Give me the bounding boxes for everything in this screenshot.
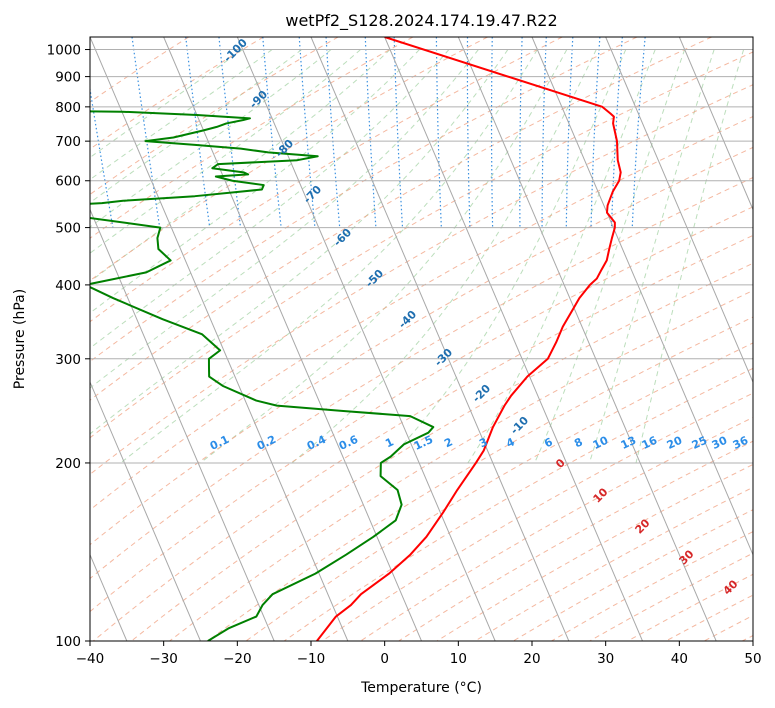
dry-adiabat-line bbox=[283, 367, 753, 641]
mixing-ratio-line bbox=[185, 37, 211, 228]
dry-adiabat-line bbox=[90, 206, 753, 613]
mixing-ratio-label: 36 bbox=[731, 434, 751, 452]
mixing-ratio-label: 13 bbox=[619, 434, 638, 452]
plot-frame bbox=[89, 36, 754, 642]
mixing-ratio-label: 25 bbox=[690, 434, 709, 452]
x-tick-label: −40 bbox=[76, 651, 105, 667]
dry-adiabat-line bbox=[90, 84, 753, 475]
isotherms bbox=[90, 37, 753, 641]
moist-adiabat-line bbox=[90, 49, 243, 159]
x-axis: −40 −30 −20 −10 0 10 20 30 40 50 bbox=[76, 641, 762, 667]
isotherm-line bbox=[605, 37, 753, 384]
x-tick-label: 10 bbox=[450, 651, 467, 667]
mixing-ratio-label: 30 bbox=[710, 434, 730, 452]
x-tick-label: 30 bbox=[597, 651, 614, 667]
y-tick-label: 600 bbox=[55, 174, 81, 190]
dry-adiabat-line bbox=[90, 37, 414, 239]
dry-adiabat-line bbox=[90, 51, 753, 439]
x-tick-label: 50 bbox=[744, 651, 761, 667]
dry-adiabat-line bbox=[90, 37, 488, 282]
mixing-ratio-label: 16 bbox=[640, 434, 660, 452]
dry-adiabat-line bbox=[90, 146, 753, 546]
x-tick-label: −30 bbox=[149, 651, 178, 667]
x-tick-label: −20 bbox=[223, 651, 252, 667]
moist-adiabat-line bbox=[90, 49, 479, 389]
dry-adiabat-line bbox=[90, 37, 339, 195]
isotherm-line bbox=[457, 37, 717, 641]
moist-adiabat-line bbox=[199, 49, 568, 464]
isobars bbox=[90, 49, 753, 641]
chart-title: wetPf2_S128.2024.174.19.47.R22 bbox=[285, 11, 557, 31]
isotherm-line bbox=[531, 37, 753, 556]
mixing-ratio-line bbox=[218, 37, 242, 228]
isotherm-line bbox=[90, 208, 275, 641]
y-tick-label: 300 bbox=[55, 352, 81, 368]
y-tick-label: 400 bbox=[55, 278, 81, 294]
dry-adiabat-line bbox=[131, 262, 753, 641]
y-tick-label: 100 bbox=[55, 634, 81, 650]
x-tick-label: 20 bbox=[523, 651, 540, 667]
mixing-ratio-label: 20 bbox=[665, 434, 685, 452]
isotherm-line bbox=[90, 37, 349, 641]
x-axis-label: Temperature (°C) bbox=[360, 680, 482, 696]
moist-adiabat-line bbox=[90, 49, 361, 254]
y-axis: 100 200 300 400 500 600 700 800 900 1000 bbox=[47, 43, 90, 650]
isotherm-line bbox=[384, 37, 643, 641]
y-tick-label: 200 bbox=[55, 456, 81, 472]
x-tick-label: 0 bbox=[380, 651, 389, 667]
isotherm-line bbox=[310, 37, 570, 641]
temperature-profile-line bbox=[316, 37, 622, 641]
y-tick-label: 800 bbox=[55, 100, 81, 116]
series-group bbox=[90, 37, 622, 641]
isotherm-line bbox=[163, 37, 422, 641]
plot-area bbox=[90, 37, 753, 641]
moist-adiabat-line bbox=[385, 49, 627, 464]
y-tick-label: 700 bbox=[55, 134, 81, 150]
dry-adiabats bbox=[90, 37, 753, 641]
y-axis-label: Pressure (hPa) bbox=[12, 289, 28, 389]
dry-adiabat-line bbox=[207, 316, 753, 641]
dewpoint-profile-line bbox=[90, 110, 435, 641]
mixing-ratio-label: 10 bbox=[591, 434, 611, 452]
dry-adiabat-line bbox=[90, 115, 753, 511]
x-tick-label: −10 bbox=[297, 651, 326, 667]
dry-adiabat-line bbox=[90, 37, 563, 323]
x-tick-label: 40 bbox=[671, 651, 688, 667]
y-tick-label: 900 bbox=[55, 70, 81, 86]
isotherm-line bbox=[678, 37, 753, 211]
isotherm-line bbox=[90, 380, 201, 641]
isotherm-line bbox=[236, 37, 496, 641]
mixing-ratio-line bbox=[90, 85, 114, 228]
moist-adiabat-line bbox=[90, 49, 509, 435]
y-tick-label: 1000 bbox=[47, 43, 81, 59]
y-tick-label: 500 bbox=[55, 221, 81, 237]
